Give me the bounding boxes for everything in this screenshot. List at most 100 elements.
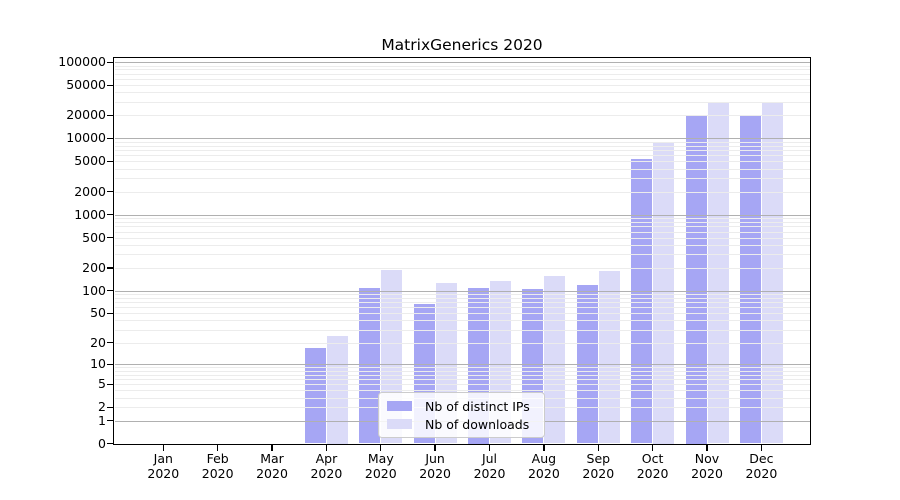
chart-title: MatrixGenerics 2020: [381, 36, 543, 54]
x-tick-mark: [651, 445, 654, 451]
legend-label-downloads: Nb of downloads: [425, 416, 530, 432]
gridline-minor: [114, 69, 810, 71]
y-tick-label: 10: [90, 356, 106, 371]
y-tick-mark: [106, 290, 113, 292]
gridline-minor: [114, 320, 810, 322]
bar-downloads-sep: [598, 271, 620, 444]
gridline-minor: [114, 370, 810, 372]
x-tick-label: Apr 2020: [310, 451, 343, 481]
x-tick-mark: [543, 445, 545, 451]
x-tick-mark: [380, 445, 382, 451]
x-tick-label: Jan 2020: [147, 451, 180, 481]
y-tick-mark: [106, 383, 113, 385]
gridline-minor: [114, 302, 810, 304]
y-tick-label: 2000: [74, 183, 106, 199]
y-tick-mark: [106, 160, 113, 163]
y-tick-label: 200: [82, 259, 106, 275]
gridline-minor: [114, 161, 810, 163]
y-tick-mark: [106, 114, 113, 117]
x-tick-label: Dec 2020: [745, 451, 778, 481]
gridline-minor: [114, 168, 810, 170]
gridline-minor: [114, 267, 810, 269]
bar-downloads-nov: [707, 101, 729, 444]
x-tick-label: Mar 2020: [256, 451, 288, 481]
bar-downloads-aug: [544, 276, 566, 444]
y-tick-label: 100: [82, 282, 106, 298]
gridline-minor: [114, 155, 810, 157]
legend: Nb of distinct IPs Nb of downloads: [378, 392, 545, 438]
gridline-minor: [114, 307, 810, 309]
bar-distinct-ips-apr: [304, 347, 326, 444]
x-tick-mark: [271, 445, 273, 451]
gridline-minor: [114, 313, 810, 315]
bar-distinct-ips-dec: [739, 116, 761, 444]
gridline-minor: [114, 101, 810, 103]
y-tick-label: 5: [98, 376, 106, 392]
x-tick-mark: [434, 445, 436, 451]
gridline-minor: [114, 374, 810, 376]
x-tick-label: Jun 2020: [419, 451, 451, 481]
gridline-minor: [114, 390, 810, 392]
gridline-minor: [114, 218, 810, 220]
y-tick-mark: [106, 312, 113, 315]
x-tick-mark: [325, 445, 328, 451]
x-tick-label: Feb 2020: [201, 451, 234, 481]
bar-downloads-apr: [326, 335, 348, 444]
bar-downloads-dec: [761, 103, 783, 444]
x-tick-mark: [760, 445, 763, 451]
legend-item-distinct-ips: Nb of distinct IPs: [387, 400, 544, 413]
gridline-minor: [114, 141, 810, 143]
bar-distinct-ips-nov: [685, 114, 707, 444]
y-tick-label: 1000: [74, 206, 106, 222]
bar-distinct-ips-may: [359, 288, 381, 444]
gridline-minor: [114, 191, 810, 193]
gridline-minor: [114, 92, 810, 94]
y-tick-label: 500: [82, 229, 106, 245]
y-tick-mark: [106, 214, 113, 216]
gridline-minor: [114, 244, 810, 246]
y-tick-mark: [106, 267, 113, 269]
gridline-minor: [114, 254, 810, 256]
x-tick-label: Sep 2020: [582, 451, 615, 481]
bar-downloads-oct: [653, 142, 675, 444]
gridline-minor: [114, 329, 810, 331]
gridline-minor: [114, 231, 810, 233]
gridline-minor: [114, 237, 810, 239]
x-tick-label: Oct 2020: [636, 451, 669, 481]
x-tick-label: Aug 2020: [527, 451, 560, 481]
y-tick-label: 20000: [66, 107, 106, 123]
gridline-major: [114, 364, 810, 365]
y-tick-label: 100000: [58, 54, 106, 69]
x-tick-label: May 2020: [364, 451, 397, 481]
gridline-minor: [114, 222, 810, 223]
gridline-minor: [114, 85, 810, 86]
gridline-minor: [114, 294, 810, 295]
y-tick-label: 1: [98, 412, 106, 428]
legend-item-downloads: Nb of downloads: [387, 418, 544, 431]
x-tick-mark: [706, 445, 708, 451]
x-tick-label: Jul 2020: [473, 451, 506, 481]
x-tick-label: Nov 2020: [691, 451, 723, 481]
gridline-minor: [114, 115, 810, 117]
gridline-major: [114, 290, 810, 292]
gridline-minor: [114, 226, 810, 228]
y-tick-label: 10000: [66, 130, 106, 146]
y-tick-mark: [106, 342, 113, 344]
gridline-major: [114, 62, 810, 63]
y-tick-mark: [106, 191, 113, 193]
legend-label-distinct-ips: Nb of distinct IPs: [425, 398, 530, 414]
gridline-minor: [114, 65, 810, 67]
y-tick-label: 50: [90, 305, 106, 321]
x-tick-mark: [488, 445, 491, 451]
x-tick-mark: [597, 445, 599, 451]
gridline-minor: [114, 384, 810, 386]
y-tick-mark: [106, 237, 113, 239]
gridline-minor: [114, 178, 810, 180]
y-tick-label: 2: [98, 399, 106, 415]
bar-distinct-ips-oct: [631, 158, 653, 444]
gridline-minor: [114, 367, 810, 369]
gridline-minor: [114, 73, 810, 75]
gridline-minor: [114, 145, 810, 147]
gridline-minor: [114, 342, 810, 344]
